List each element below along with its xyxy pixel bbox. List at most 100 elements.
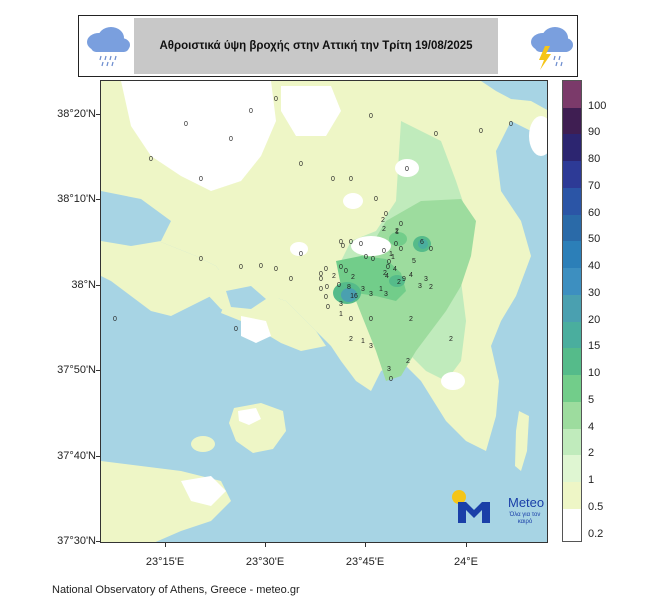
rain-value-label: 0: [369, 113, 373, 120]
sea-gulf-west: [101, 191, 171, 246]
page-title: Αθροιστικά ύψη βροχής στην Αττική την Τρ…: [159, 40, 473, 52]
lat-label-38-20: 38°20'N: [57, 108, 96, 120]
rain-value-label: 0: [324, 266, 328, 273]
island-aegina: [229, 403, 286, 453]
rain-value-label: 0: [274, 96, 278, 103]
legend-swatch: [563, 348, 581, 376]
header-panel: Αθροιστικά ύψη βροχής στην Αττική την Τρ…: [78, 15, 578, 77]
legend-label: 80: [588, 153, 601, 166]
island-makronisos: [515, 411, 529, 471]
island-aegina-top: [238, 408, 261, 425]
zone-no-rain-west: [290, 242, 308, 256]
rain-value-label: 0: [337, 282, 341, 289]
rain-value-label: 2: [383, 270, 387, 277]
rain-value-label: 0: [339, 264, 343, 271]
rain-value-label: 0: [389, 376, 393, 383]
rain-value-label: 0: [434, 131, 438, 138]
rain-value-label: 2: [332, 273, 336, 280]
legend-label: 20: [588, 313, 601, 326]
zone-no-rain-south: [441, 372, 465, 390]
island-patch: [241, 316, 271, 343]
legend-swatch: [563, 81, 581, 109]
legend-label: 4: [588, 420, 595, 433]
rain-value-label: 0: [199, 256, 203, 263]
rain-value-label: 2: [395, 228, 399, 235]
lat-tick: [96, 456, 100, 457]
legend-label: 15: [588, 340, 601, 353]
zone-no-rain-kiato: [395, 159, 419, 177]
legend-label: 10: [588, 367, 601, 380]
legend-label: 70: [588, 179, 601, 192]
rain-value-label: 0: [509, 121, 513, 128]
lat-tick: [96, 541, 100, 542]
rain-value-label: 0: [386, 264, 390, 271]
rain-value-label: 3: [369, 343, 373, 350]
zone-no-rain-northeast: [529, 116, 547, 156]
lon-label-23-45: 23°45'E: [345, 556, 385, 568]
legend-swatch: [563, 508, 581, 537]
rain-value-label: 0: [339, 239, 343, 246]
legend-swatch: [563, 428, 581, 456]
rain-value-label: 0: [349, 239, 353, 246]
island-small-1: [191, 436, 215, 452]
rain-value-label: 6: [420, 239, 424, 246]
lat-label-38-00: 38°N: [71, 279, 96, 291]
storm-cloud-icon: [523, 20, 575, 74]
legend-label: 2: [588, 447, 595, 460]
rain-value-label: 2: [397, 279, 401, 286]
rain-value-label: 0: [239, 264, 243, 271]
color-legend: [562, 80, 582, 542]
rain-value-label: 3: [384, 291, 388, 298]
rain-value-label: 0: [319, 271, 323, 278]
rain-value-label: 1: [379, 286, 383, 293]
logo-tagline: Όλα για τον καιρό: [509, 512, 541, 525]
lat-label-37-50: 37°50'N: [57, 364, 96, 376]
rain-value-label: 0: [344, 268, 348, 275]
rain-value-label: 0: [349, 316, 353, 323]
rain-value-label: 2: [449, 336, 453, 343]
sea-euboean-gulf: [481, 81, 547, 110]
legend-swatch: [563, 187, 581, 216]
rain-value-label: 9: [402, 276, 406, 283]
rain-value-label: 0: [319, 286, 323, 293]
legend-label: 60: [588, 206, 601, 219]
legend-label: 0.5: [588, 500, 604, 513]
legend-label: 40: [588, 260, 601, 273]
rain-value-label: 0: [399, 246, 403, 253]
rain-cloud-icon: [81, 20, 133, 74]
rain-value-label: 2: [409, 316, 413, 323]
rain-value-label: 0: [229, 136, 233, 143]
legend-swatch: [563, 134, 581, 162]
rain-value-label: 3: [424, 276, 428, 283]
rain-value-label: 0: [184, 121, 188, 128]
footer-credit: National Observatory of Athens, Greece -…: [52, 584, 300, 596]
rain-value-label: 0: [325, 284, 329, 291]
rain-value-label: 0: [149, 156, 153, 163]
zone-4mm-north: [389, 232, 407, 246]
rain-value-label: 3: [361, 286, 365, 293]
rain-value-label: 1: [339, 311, 343, 318]
zone-no-rain-north-2: [281, 86, 341, 136]
rain-value-label: 0: [331, 176, 335, 183]
rain-value-label: 0: [394, 241, 398, 248]
rain-value-label: 0: [359, 241, 363, 248]
rain-value-label: 0: [319, 276, 323, 283]
rain-value-label: 3: [339, 301, 343, 308]
rain-value-label: 0: [299, 161, 303, 168]
rain-value-label: 0: [429, 246, 433, 253]
legend-label: 50: [588, 233, 601, 246]
zone-10mm-core: [341, 288, 357, 302]
rain-value-label: 3: [418, 283, 422, 290]
legend-swatch: [563, 482, 581, 510]
rain-value-label: 2: [349, 336, 353, 343]
lat-tick: [96, 285, 100, 286]
lat-label-38-10: 38°10'N: [57, 193, 96, 205]
rain-value-label: 2: [429, 284, 433, 291]
zone-no-rain-north: [121, 81, 276, 191]
rain-value-label: 1: [361, 338, 365, 345]
rain-value-label: 0: [382, 248, 386, 255]
lon-tick: [466, 543, 467, 547]
legend-label: 30: [588, 286, 601, 299]
lat-label-37-30: 37°30'N: [57, 535, 96, 547]
